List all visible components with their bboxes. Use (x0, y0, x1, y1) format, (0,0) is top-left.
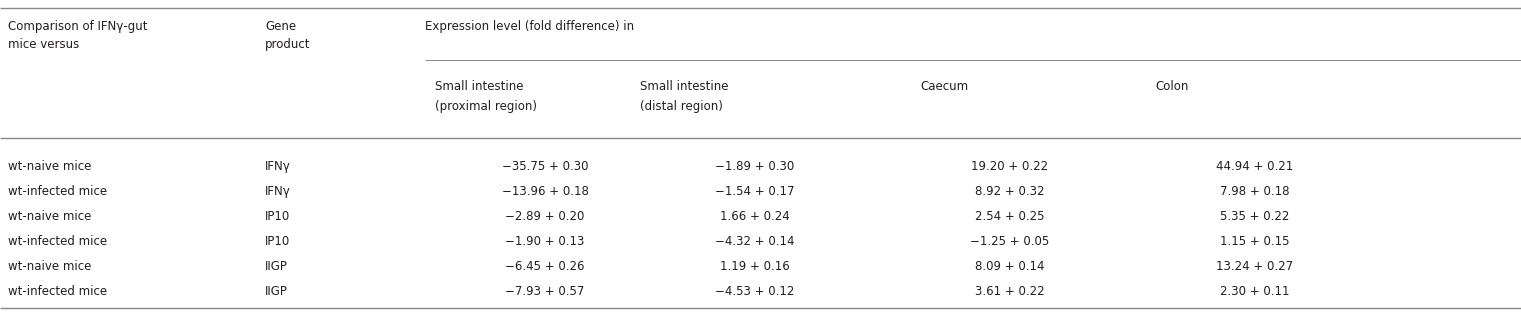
Text: −4.53 + 0.12: −4.53 + 0.12 (715, 285, 794, 298)
Text: wt-infected mice: wt-infected mice (8, 235, 106, 248)
Text: IIGP: IIGP (265, 260, 287, 273)
Text: −35.75 + 0.30: −35.75 + 0.30 (502, 160, 589, 173)
Text: −1.54 + 0.17: −1.54 + 0.17 (715, 185, 795, 198)
Text: IFNγ: IFNγ (265, 185, 291, 198)
Text: 13.24 + 0.27: 13.24 + 0.27 (1217, 260, 1293, 273)
Text: Colon: Colon (1154, 80, 1188, 93)
Text: Comparison of IFNγ-gut: Comparison of IFNγ-gut (8, 20, 148, 33)
Text: 1.66 + 0.24: 1.66 + 0.24 (719, 210, 789, 223)
Text: 2.54 + 0.25: 2.54 + 0.25 (975, 210, 1045, 223)
Text: Caecum: Caecum (920, 80, 969, 93)
Text: wt-infected mice: wt-infected mice (8, 285, 106, 298)
Text: Small intestine: Small intestine (435, 80, 523, 93)
Text: 1.15 + 0.15: 1.15 + 0.15 (1220, 235, 1290, 248)
Text: wt-naive mice: wt-naive mice (8, 210, 91, 223)
Text: −2.89 + 0.20: −2.89 + 0.20 (505, 210, 584, 223)
Text: Small intestine: Small intestine (640, 80, 729, 93)
Text: wt-naive mice: wt-naive mice (8, 260, 91, 273)
Text: −6.45 + 0.26: −6.45 + 0.26 (505, 260, 584, 273)
Text: 19.20 + 0.22: 19.20 + 0.22 (972, 160, 1048, 173)
Text: product: product (265, 38, 310, 51)
Text: −1.25 + 0.05: −1.25 + 0.05 (970, 235, 1049, 248)
Text: −1.89 + 0.30: −1.89 + 0.30 (715, 160, 794, 173)
Text: wt-naive mice: wt-naive mice (8, 160, 91, 173)
Text: 2.30 + 0.11: 2.30 + 0.11 (1220, 285, 1290, 298)
Text: Gene: Gene (265, 20, 297, 33)
Text: −7.93 + 0.57: −7.93 + 0.57 (505, 285, 584, 298)
Text: 44.94 + 0.21: 44.94 + 0.21 (1217, 160, 1294, 173)
Text: IFNγ: IFNγ (265, 160, 291, 173)
Text: IIGP: IIGP (265, 285, 287, 298)
Text: 8.92 + 0.32: 8.92 + 0.32 (975, 185, 1045, 198)
Text: (proximal region): (proximal region) (435, 100, 537, 113)
Text: 1.19 + 0.16: 1.19 + 0.16 (719, 260, 789, 273)
Text: wt-infected mice: wt-infected mice (8, 185, 106, 198)
Text: mice versus: mice versus (8, 38, 79, 51)
Text: −4.32 + 0.14: −4.32 + 0.14 (715, 235, 795, 248)
Text: Expression level (fold difference) in: Expression level (fold difference) in (424, 20, 634, 33)
Text: IP10: IP10 (265, 235, 291, 248)
Text: 5.35 + 0.22: 5.35 + 0.22 (1220, 210, 1290, 223)
Text: 8.09 + 0.14: 8.09 + 0.14 (975, 260, 1045, 273)
Text: IP10: IP10 (265, 210, 291, 223)
Text: (distal region): (distal region) (640, 100, 722, 113)
Text: −13.96 + 0.18: −13.96 + 0.18 (502, 185, 589, 198)
Text: −1.90 + 0.13: −1.90 + 0.13 (505, 235, 584, 248)
Text: 3.61 + 0.22: 3.61 + 0.22 (975, 285, 1045, 298)
Text: 7.98 + 0.18: 7.98 + 0.18 (1220, 185, 1290, 198)
